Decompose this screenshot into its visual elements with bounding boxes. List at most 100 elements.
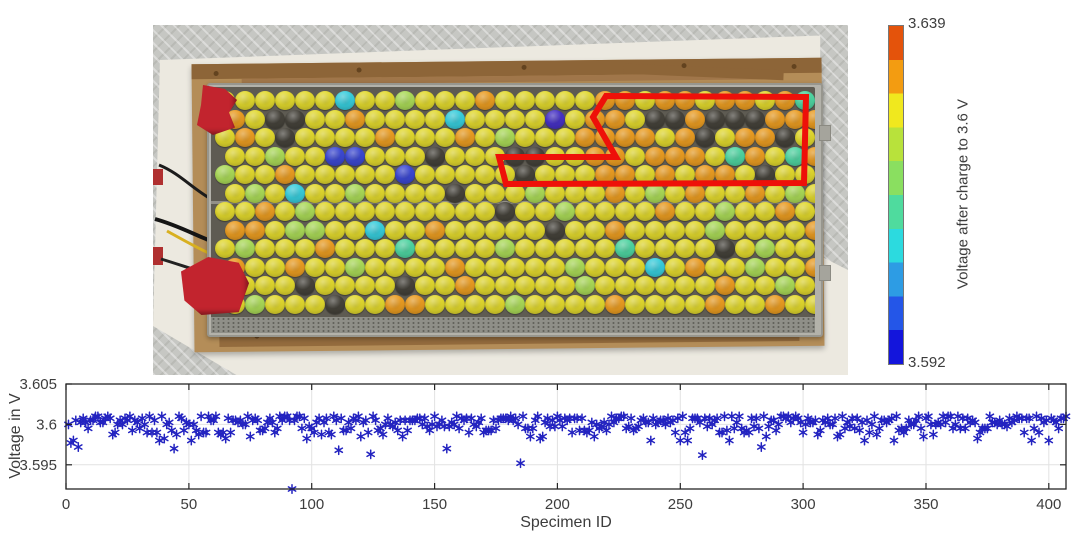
battery-cell — [455, 239, 475, 258]
battery-cell — [805, 109, 815, 129]
battery-cell — [665, 183, 685, 203]
battery-cell — [335, 165, 355, 184]
svg-text:350: 350 — [913, 496, 938, 513]
battery-cell — [505, 294, 525, 314]
battery-cell — [265, 294, 285, 314]
battery-cell — [415, 128, 435, 147]
battery-cell — [275, 128, 295, 147]
colorbar-min-label: 3.592 — [908, 354, 946, 371]
battery-cell — [675, 202, 695, 221]
red-connector-bottom — [181, 257, 249, 315]
battery-cell — [785, 109, 805, 129]
battery-cell — [425, 257, 445, 277]
battery-cell — [645, 146, 665, 166]
battery-cell — [315, 202, 335, 221]
battery-cell — [705, 294, 725, 314]
battery-cell — [705, 183, 725, 203]
battery-cell — [275, 91, 295, 110]
battery-cell — [355, 276, 375, 295]
battery-cell — [385, 146, 405, 166]
battery-cell — [415, 276, 435, 295]
module-tab — [819, 265, 831, 281]
battery-cell — [595, 276, 615, 295]
battery-cell — [405, 294, 425, 314]
battery-cell — [305, 183, 325, 203]
battery-cell — [745, 220, 765, 240]
battery-cell — [415, 202, 435, 221]
battery-cell — [625, 257, 645, 277]
battery-cell — [585, 220, 605, 240]
svg-text:50: 50 — [181, 496, 198, 513]
battery-cell — [315, 128, 335, 147]
battery-cell — [785, 183, 805, 203]
battery-cell — [235, 165, 255, 184]
battery-cell — [665, 146, 685, 166]
battery-cell — [325, 294, 345, 314]
battery-cell — [255, 276, 275, 295]
battery-cell — [385, 109, 405, 129]
battery-cell — [295, 202, 315, 221]
battery-cell — [625, 146, 645, 166]
battery-cell — [625, 294, 645, 314]
battery-cell — [615, 276, 635, 295]
battery-cell — [245, 183, 265, 203]
battery-cell — [425, 183, 445, 203]
battery-cell — [525, 109, 545, 129]
battery-cell — [475, 91, 495, 110]
battery-cell — [635, 239, 655, 258]
battery-cell — [455, 202, 475, 221]
battery-cell — [565, 294, 585, 314]
battery-cell — [755, 128, 775, 147]
battery-cell — [695, 128, 715, 147]
battery-cell — [525, 294, 545, 314]
battery-cell — [725, 146, 745, 166]
battery-cell — [625, 220, 645, 240]
battery-cell — [715, 128, 735, 147]
battery-cell — [465, 294, 485, 314]
battery-cell — [695, 276, 715, 295]
battery-cell — [615, 239, 635, 258]
battery-cell — [705, 220, 725, 240]
battery-cell — [545, 294, 565, 314]
svg-text:150: 150 — [422, 496, 447, 513]
battery-cell — [685, 220, 705, 240]
battery-cell — [795, 276, 815, 295]
battery-cell — [325, 109, 345, 129]
battery-cell — [755, 202, 775, 221]
battery-cell — [285, 146, 305, 166]
battery-cell — [515, 202, 535, 221]
battery-cell — [355, 165, 375, 184]
battery-cell — [255, 165, 275, 184]
battery-cell — [515, 91, 535, 110]
battery-cell — [795, 239, 815, 258]
battery-cell — [715, 276, 735, 295]
battery-cell — [245, 220, 265, 240]
battery-module — [207, 83, 823, 337]
battery-cell — [765, 109, 785, 129]
battery-cell — [725, 257, 745, 277]
battery-cell — [485, 220, 505, 240]
battery-cell — [285, 183, 305, 203]
battery-cell — [515, 128, 535, 147]
battery-cell — [485, 183, 505, 203]
battery-cell — [435, 165, 455, 184]
battery-cell — [545, 109, 565, 129]
battery-cell — [655, 128, 675, 147]
battery-cell — [305, 220, 325, 240]
battery-cell — [365, 109, 385, 129]
battery-cell — [355, 91, 375, 110]
battery-cell — [315, 165, 335, 184]
svg-text:400: 400 — [1036, 496, 1061, 513]
battery-cell — [615, 165, 635, 184]
battery-cell — [555, 202, 575, 221]
battery-cell — [805, 146, 815, 166]
battery-cell — [445, 220, 465, 240]
battery-cell — [255, 91, 275, 110]
battery-cell — [245, 146, 265, 166]
battery-cell — [435, 91, 455, 110]
battery-cell — [375, 239, 395, 258]
battery-cell — [545, 257, 565, 277]
battery-cell — [475, 202, 495, 221]
module-tab — [819, 125, 831, 141]
battery-cell — [505, 109, 525, 129]
